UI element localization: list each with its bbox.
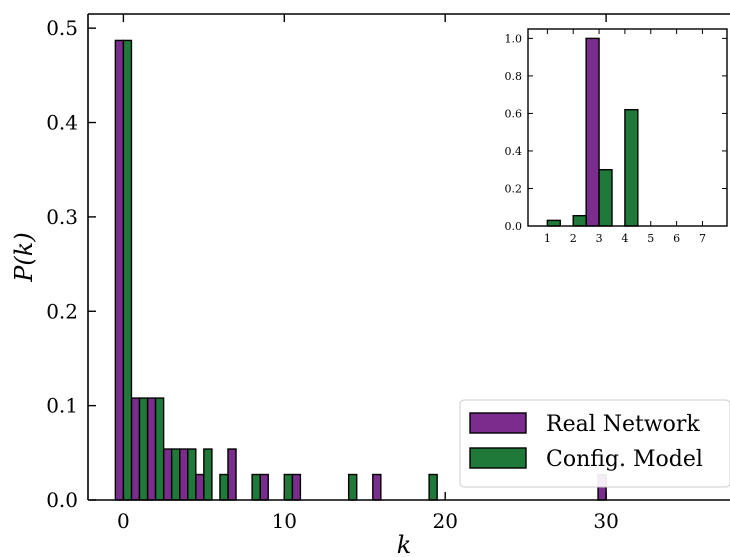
inset-bar-config-model: [598, 169, 613, 227]
inset-x-tick-label: 2: [570, 232, 577, 245]
bar-real-network: [114, 39, 125, 501]
bar-real-network: [146, 397, 157, 501]
y-tick-label: 0.5: [46, 16, 78, 40]
bar-config-model: [347, 473, 358, 501]
x-tick-label: 0: [117, 509, 130, 533]
legend: Real Network Config. Model: [459, 399, 730, 488]
inset-y-tick-label: 0.0: [505, 220, 523, 233]
inset-bar-config-model: [624, 108, 639, 227]
bar-config-model: [283, 473, 294, 501]
bar-real-network: [195, 473, 205, 501]
x-tick-label: 30: [593, 509, 618, 533]
inset-x-tick-label: 4: [621, 232, 628, 245]
inset-x-tick-label: 6: [673, 232, 680, 245]
legend-label-config-model: Config. Model: [546, 447, 703, 472]
bar-config-model: [138, 397, 149, 501]
bar-real-network: [162, 448, 173, 501]
main-plot-area: 0 10 20 30 0.0 0.1 0.2 0.3 0.4 0.5 k P(k): [10, 13, 730, 557]
bar-config-model: [428, 473, 438, 501]
inset-y-tick-label: 1.0: [505, 32, 523, 45]
bar-real-network: [372, 473, 382, 501]
inset-x-tick-label: 5: [647, 232, 654, 245]
inset-x-tick-label: 1: [544, 232, 551, 245]
legend-swatch-real-network: [469, 412, 527, 434]
bar-real-network: [227, 448, 237, 501]
bar-config-model: [219, 473, 229, 501]
inset-plot-area: 1 2 3 4 5 6 7 0.0 0.2 0.4 0.6 0.8 1.0: [505, 28, 728, 245]
x-tick-label: 10: [272, 509, 297, 533]
x-tick-label: 20: [432, 509, 457, 533]
y-tick-label: 0.3: [46, 205, 78, 229]
bar-config-model: [154, 397, 165, 501]
y-tick-label: 0.0: [46, 488, 78, 512]
bar-config-model: [122, 39, 133, 501]
legend-swatch-config-model: [469, 447, 527, 469]
bar-config-model: [170, 448, 181, 501]
y-tick-label: 0.1: [46, 394, 78, 418]
inset-y-tick-label: 0.8: [505, 70, 523, 83]
bar-real-network: [259, 473, 269, 501]
bar-real-network: [130, 397, 141, 501]
legend-box: [459, 399, 730, 488]
inset-y-tick-label: 0.4: [505, 145, 523, 158]
inset-x-tick-label: 3: [596, 232, 603, 245]
inset-bar-config-model: [546, 219, 562, 227]
bar-config-model: [187, 448, 197, 501]
legend-label-real-network: Real Network: [546, 412, 700, 437]
inset-bar-config-model: [572, 214, 587, 227]
bar-real-network: [291, 473, 302, 501]
inset-bar-real-network: [585, 37, 600, 227]
x-axis-label: k: [397, 531, 412, 557]
inset-y-tick-label: 0.6: [505, 107, 523, 120]
inset-x-tick-label: 7: [699, 232, 706, 245]
y-axis-label: P(k): [10, 232, 38, 282]
bar-config-model: [203, 448, 213, 501]
inset-y-tick-label: 0.2: [505, 182, 523, 195]
y-tick-label: 0.4: [46, 111, 78, 135]
bar-real-network: [179, 448, 189, 501]
y-tick-label: 0.2: [46, 299, 78, 323]
bar-config-model: [251, 473, 261, 501]
inset-frame: [527, 28, 728, 227]
